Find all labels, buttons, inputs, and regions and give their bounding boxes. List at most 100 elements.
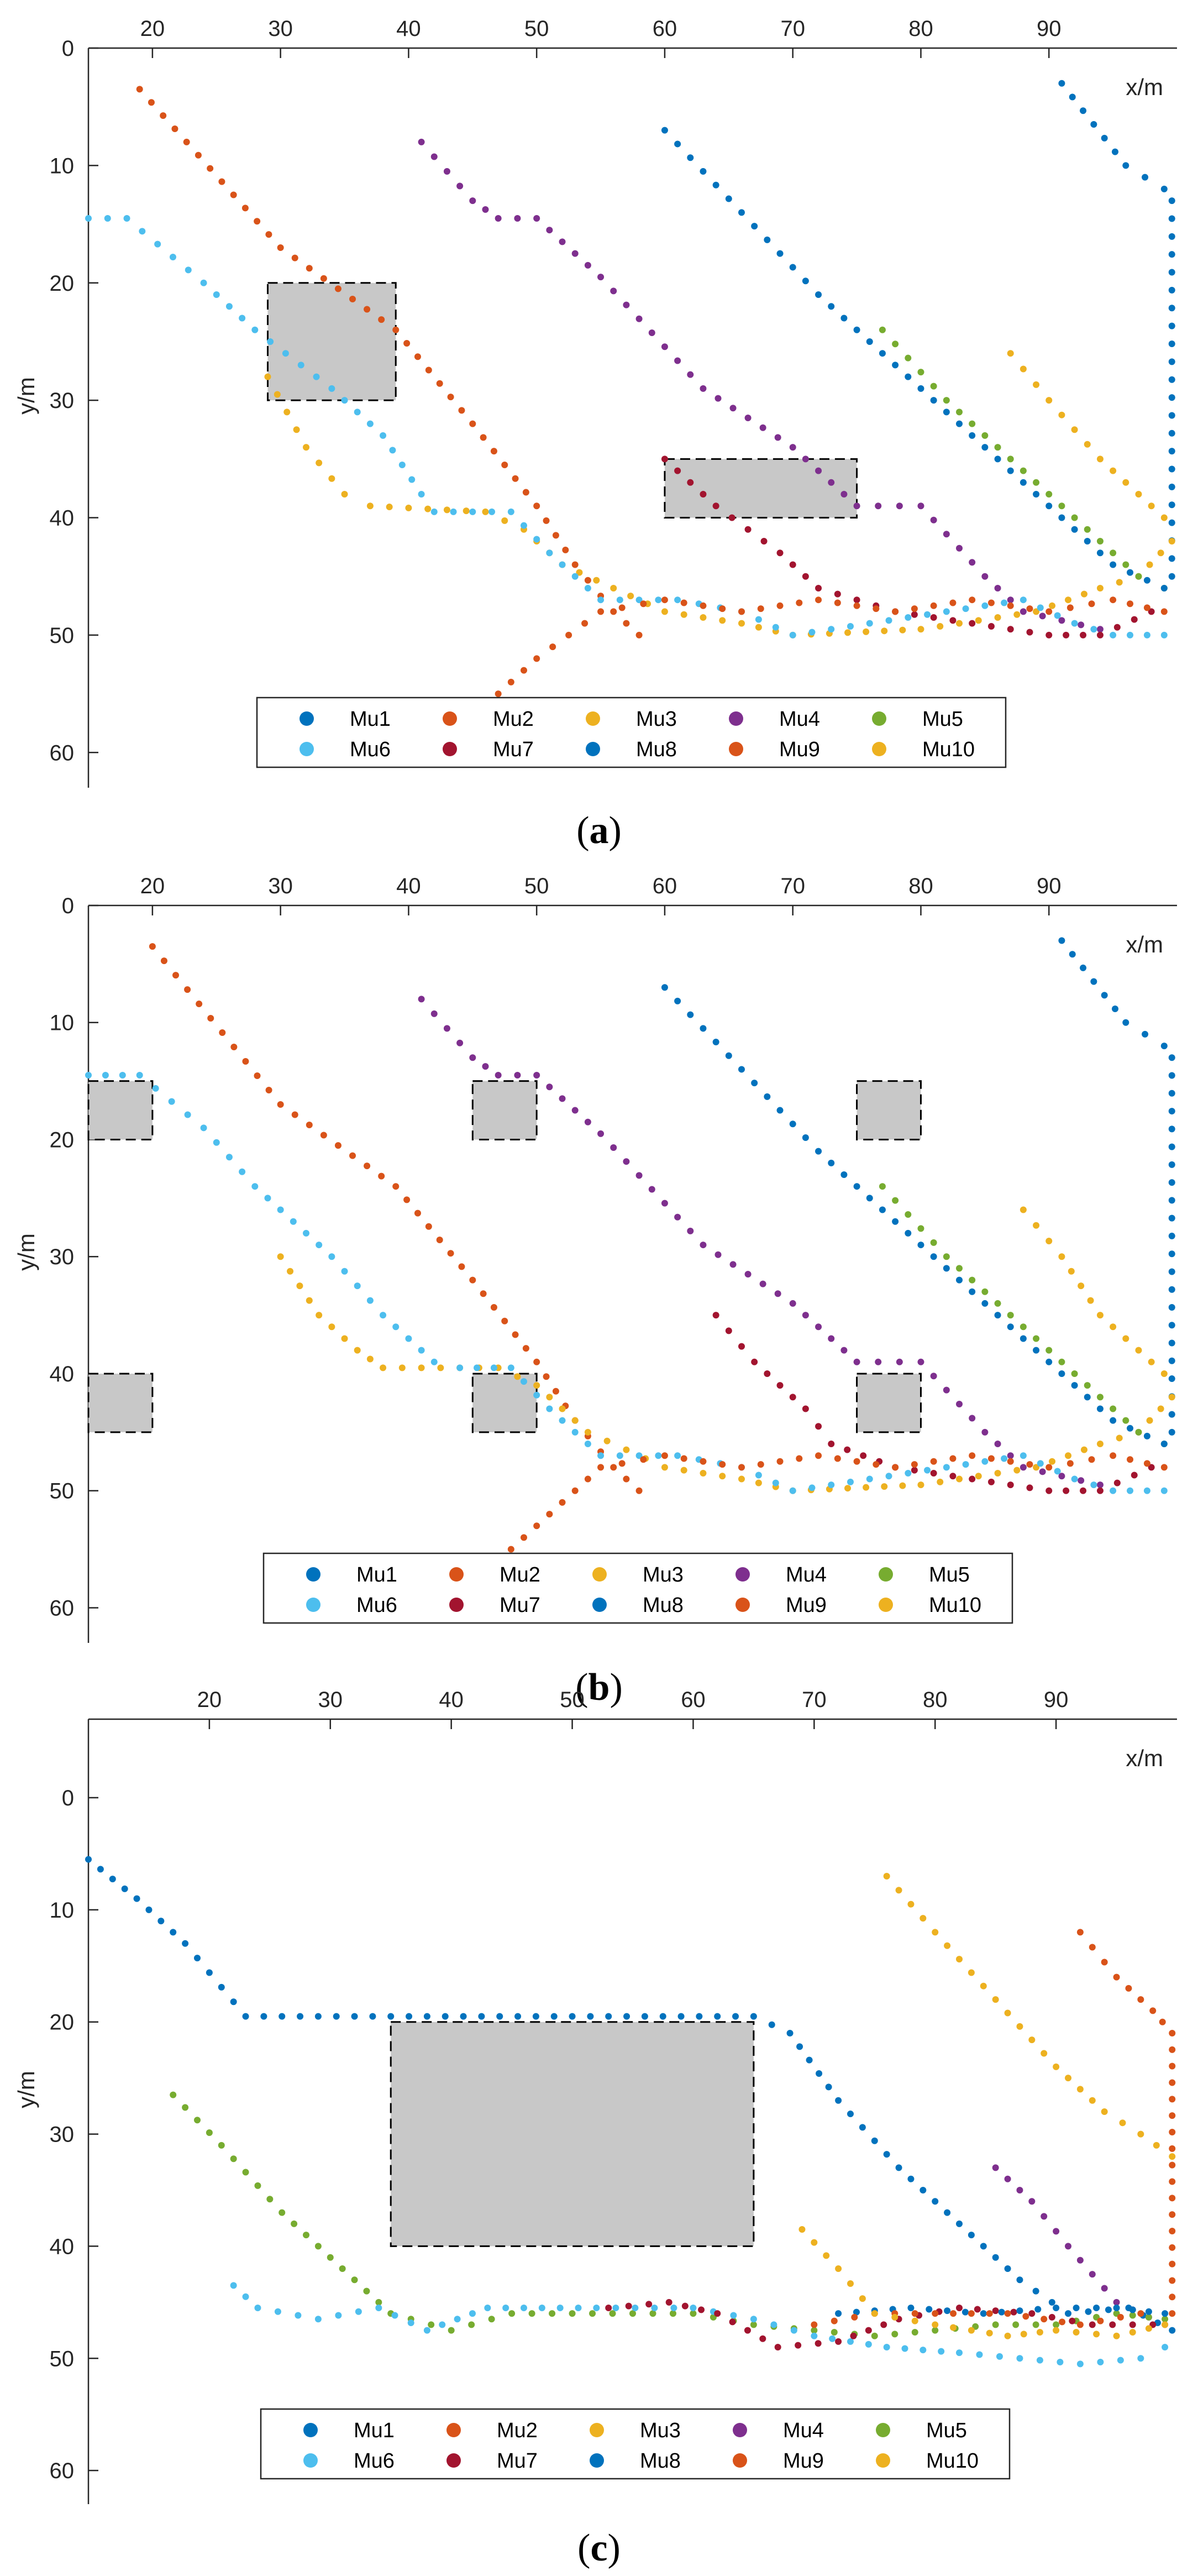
data-point <box>1048 2313 1055 2321</box>
data-point <box>1096 455 1104 463</box>
data-point <box>522 1345 529 1352</box>
data-point <box>696 2013 703 2020</box>
data-point <box>549 2310 556 2317</box>
data-point <box>969 1415 976 1422</box>
data-point <box>871 2137 878 2144</box>
data-point <box>730 2312 737 2319</box>
data-point <box>556 2305 564 2311</box>
data-point <box>1169 2128 1176 2135</box>
data-point <box>1089 2271 1096 2278</box>
data-point <box>853 602 860 609</box>
data-point <box>969 420 976 427</box>
data-point <box>1096 584 1104 591</box>
data-point <box>1071 1382 1078 1389</box>
data-point <box>835 2097 842 2104</box>
x-tick-label: 90 <box>1037 874 1062 898</box>
data-point <box>306 1297 313 1304</box>
data-point <box>969 596 976 604</box>
legend-label: Mu7 <box>493 738 534 761</box>
data-point <box>454 2316 461 2323</box>
data-point <box>1169 2260 1176 2268</box>
data-point <box>1146 561 1153 568</box>
data-point <box>538 2305 545 2311</box>
data-point <box>546 1394 553 1401</box>
data-point <box>1127 631 1134 638</box>
data-point <box>1168 376 1175 383</box>
data-point <box>757 1461 764 1468</box>
data-point <box>930 516 937 523</box>
data-point <box>403 1196 411 1203</box>
data-point <box>1063 631 1070 638</box>
data-point <box>418 996 425 1003</box>
data-point <box>815 2340 822 2347</box>
data-point <box>802 573 809 580</box>
data-point <box>1020 596 1027 604</box>
data-point <box>1004 2175 1011 2182</box>
data-point <box>1113 1973 1120 1981</box>
data-point <box>969 1288 976 1295</box>
data-point <box>987 622 995 630</box>
data-point <box>369 2013 376 2020</box>
data-point <box>314 2243 322 2250</box>
data-point <box>981 573 989 580</box>
data-point <box>943 397 950 404</box>
data-point <box>354 409 361 416</box>
data-point <box>930 397 937 404</box>
data-point <box>892 1197 899 1204</box>
data-point <box>1168 1143 1175 1150</box>
data-point <box>1013 1467 1021 1474</box>
data-point <box>277 244 284 252</box>
data-point <box>597 274 605 281</box>
data-point <box>618 1460 626 1467</box>
data-point <box>937 622 944 630</box>
data-point <box>863 628 870 635</box>
data-point <box>242 2169 249 2176</box>
series-mu8 <box>835 2305 1169 2317</box>
data-point <box>1058 514 1065 521</box>
data-point <box>764 236 771 243</box>
data-point <box>1125 1985 1132 1992</box>
y-tick-label: 40 <box>50 506 75 531</box>
data-point <box>1007 596 1014 604</box>
data-point <box>625 2302 632 2310</box>
data-point <box>512 475 519 482</box>
data-point <box>1016 2023 1023 2030</box>
data-point <box>85 214 92 222</box>
data-point <box>950 2324 957 2331</box>
data-point <box>1129 2321 1136 2328</box>
data-point <box>1001 1455 1008 1462</box>
data-point <box>986 2310 993 2317</box>
data-point <box>1007 602 1014 609</box>
data-point <box>690 2310 697 2317</box>
data-point <box>265 1086 272 1093</box>
data-point <box>430 1010 438 1017</box>
legend-label: Mu1 <box>350 708 391 731</box>
data-point <box>1058 617 1065 624</box>
data-point <box>655 1452 662 1459</box>
legend-label: Mu9 <box>779 738 820 761</box>
data-point <box>943 1265 950 1272</box>
data-point <box>1058 80 1065 87</box>
data-point <box>677 2013 685 2020</box>
data-point <box>458 407 465 414</box>
data-point <box>661 1200 668 1207</box>
data-point <box>109 1876 116 1883</box>
data-point <box>649 2310 656 2317</box>
data-point <box>789 1394 796 1401</box>
data-point <box>623 1158 630 1165</box>
data-point <box>480 434 487 441</box>
data-point <box>865 2341 872 2348</box>
data-point <box>1087 1297 1094 1304</box>
data-point <box>774 1290 781 1297</box>
data-point <box>1058 411 1065 418</box>
data-point <box>885 1473 892 1480</box>
data-point <box>1076 2086 1084 2093</box>
data-point <box>1080 590 1087 598</box>
data-point <box>930 1239 937 1246</box>
data-point <box>571 250 579 257</box>
data-point <box>1053 2063 1060 2070</box>
x-tick-label: 60 <box>653 874 677 898</box>
data-point <box>828 1159 835 1166</box>
data-point <box>853 1358 860 1365</box>
legend-marker <box>872 742 886 756</box>
